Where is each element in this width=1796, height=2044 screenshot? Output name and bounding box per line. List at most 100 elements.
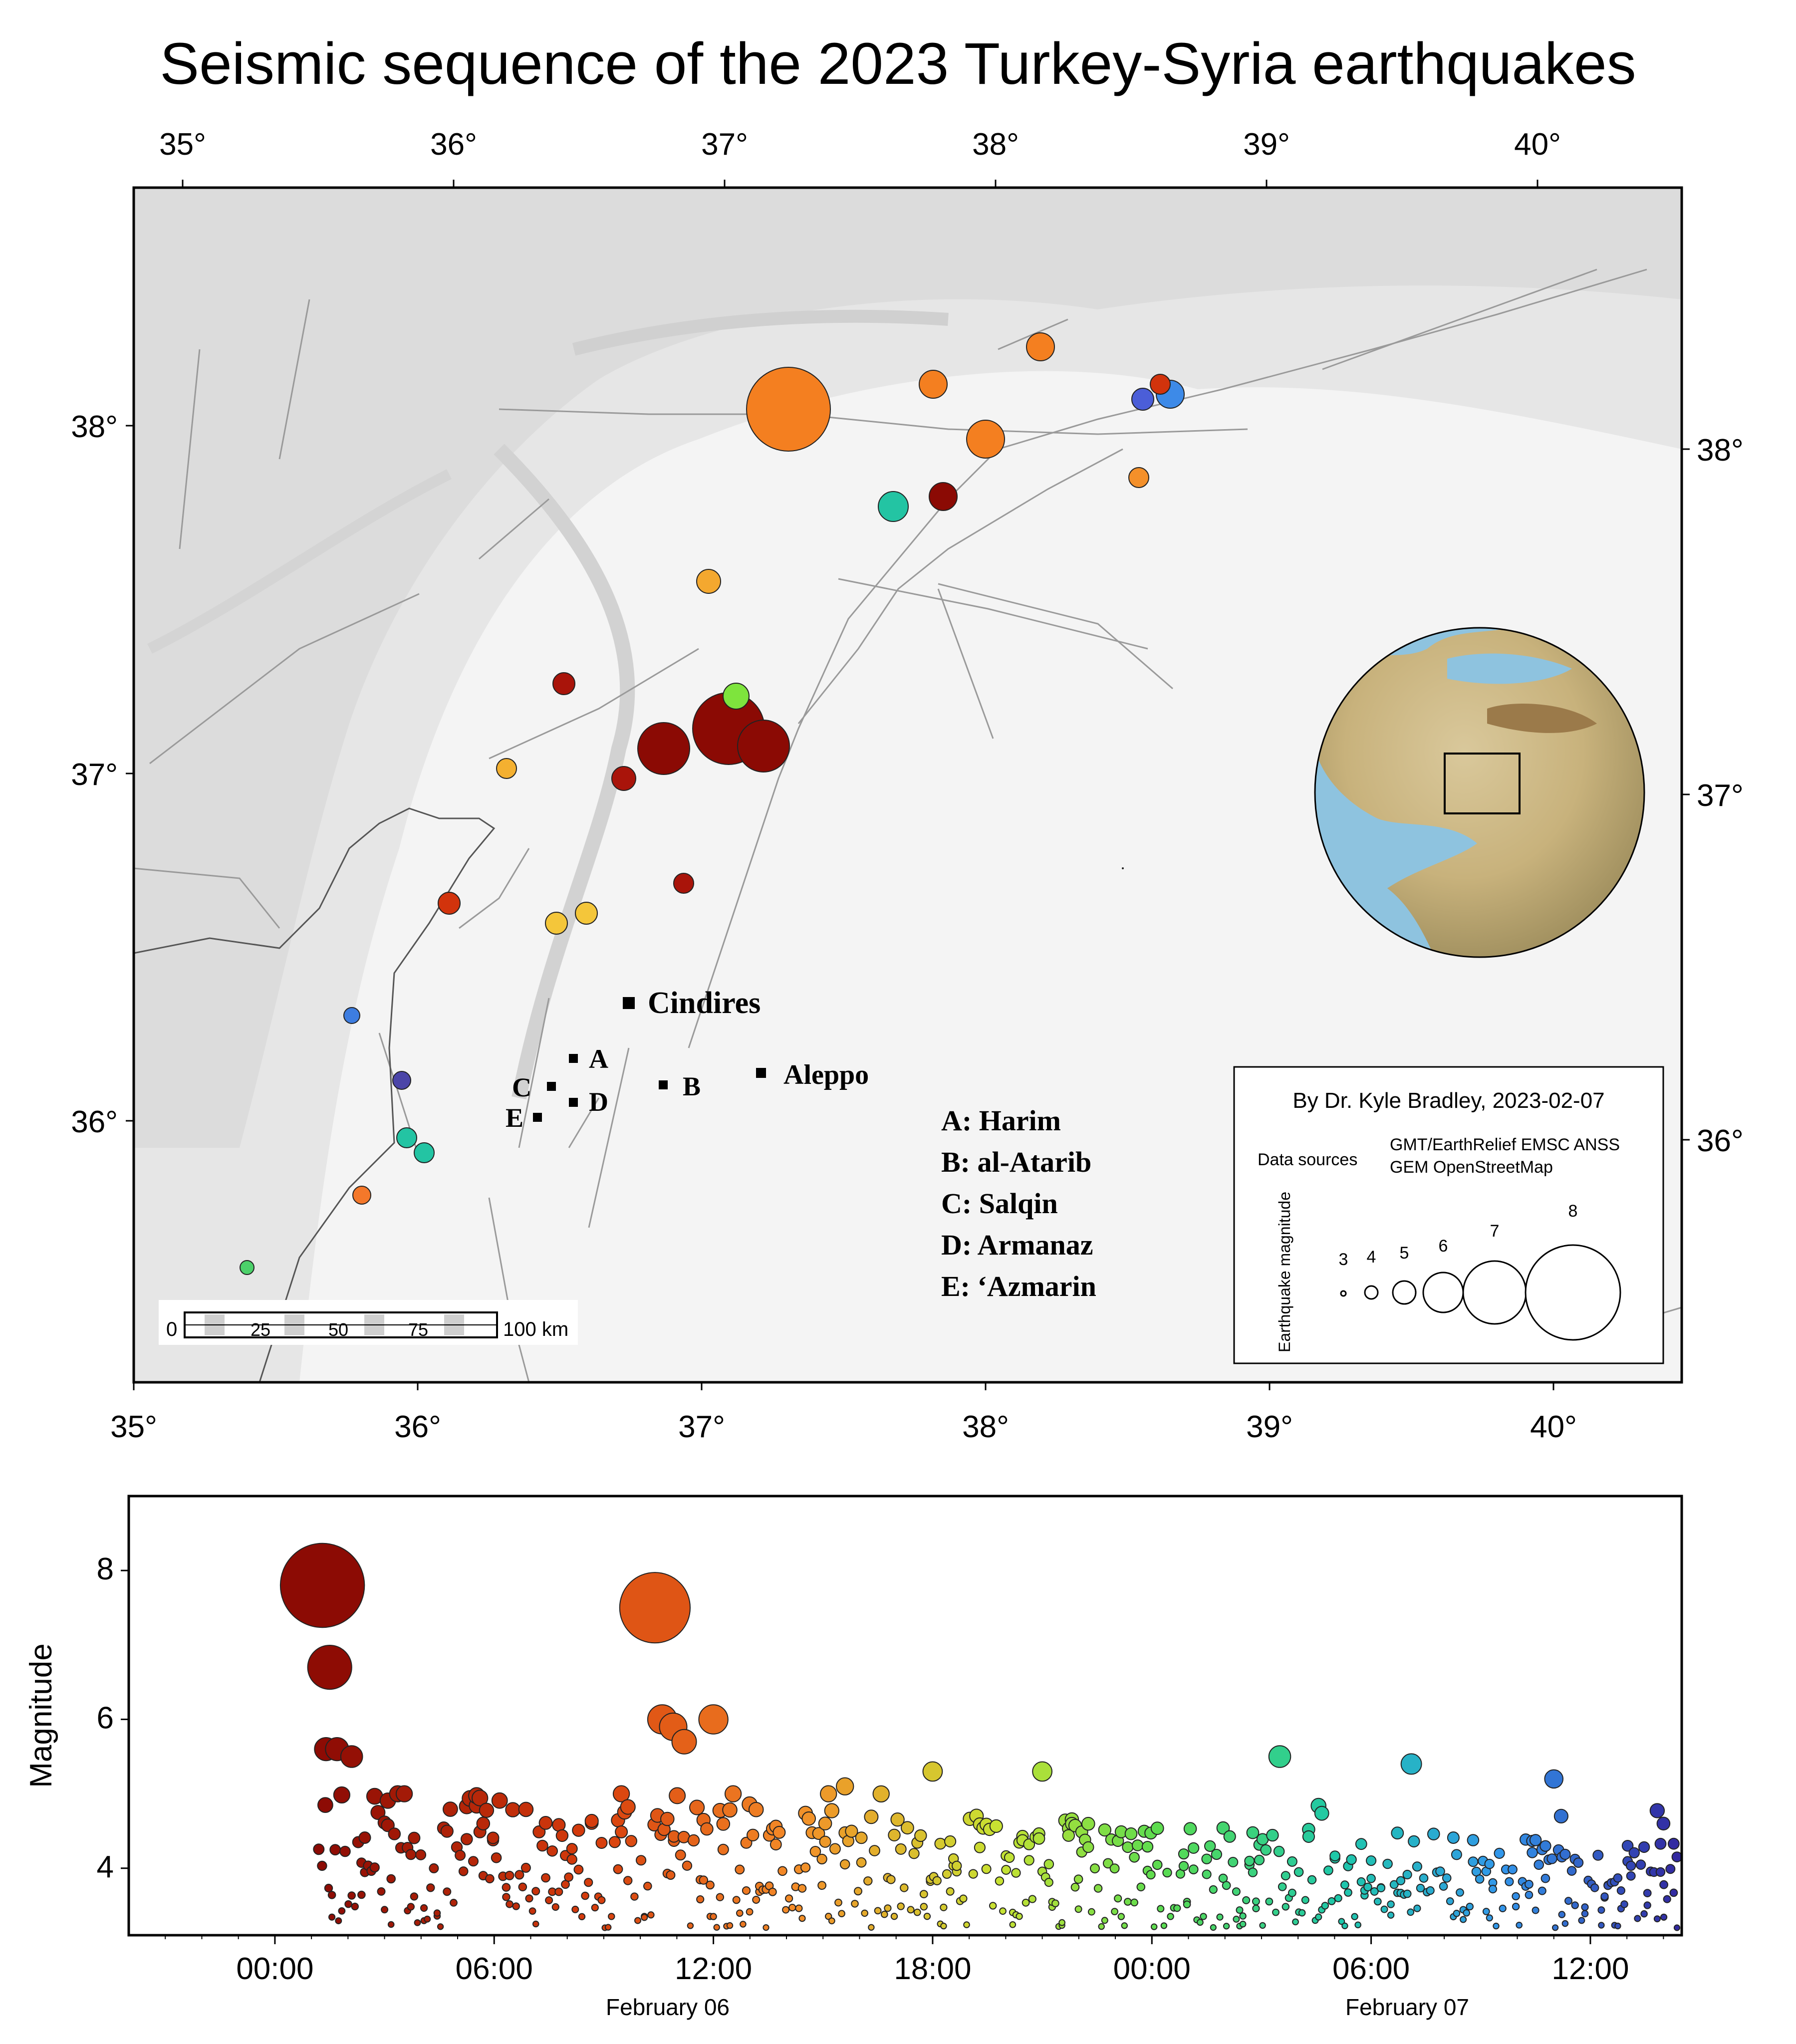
- quake-point: [1614, 1922, 1621, 1930]
- quake-point: [1534, 1859, 1544, 1870]
- lat-right-38: 38°: [1697, 433, 1744, 468]
- plot-points: [279, 1542, 1682, 1931]
- quake-point: [895, 1843, 907, 1855]
- quake-point: [1373, 1897, 1382, 1906]
- quake-point: [1468, 1856, 1479, 1867]
- quake-point: [1239, 1920, 1247, 1928]
- terrain-relief: [134, 188, 1682, 1382]
- quake-point: [1354, 1921, 1361, 1929]
- quake-point: [1081, 1816, 1095, 1831]
- epicenter: [1122, 867, 1124, 869]
- quake-point: [864, 1809, 879, 1824]
- lon-bottom-36: 36°: [394, 1410, 441, 1444]
- legend-mag-3: 3: [1339, 1250, 1348, 1269]
- x-tick-label: 12:00: [1551, 1952, 1629, 1986]
- quake-point: [854, 1887, 862, 1896]
- quake-point: [801, 1811, 816, 1826]
- quake-point: [357, 1890, 366, 1899]
- quake-point: [1043, 1859, 1054, 1869]
- quake-point: [1272, 1908, 1280, 1916]
- quake-point: [1314, 1805, 1329, 1821]
- quake-point: [1600, 1892, 1609, 1901]
- quake-point: [408, 1831, 421, 1844]
- quake-point: [952, 1860, 962, 1871]
- quake-point: [888, 1828, 901, 1842]
- quake-point: [820, 1785, 837, 1802]
- x-tick-label: 18:00: [894, 1952, 971, 1986]
- y-tick-label: 8: [97, 1552, 114, 1586]
- quake-point: [1282, 1903, 1290, 1911]
- quake-point: [942, 1869, 952, 1879]
- quake-point: [1024, 1855, 1034, 1866]
- key-line-d: D: Armanaz: [941, 1229, 1093, 1261]
- quake-point: [696, 1895, 705, 1904]
- quake-point: [809, 1846, 821, 1857]
- quake-point: [1366, 1874, 1376, 1883]
- map-legend: By Dr. Kyle Bradley, 2023-02-07 Data sou…: [1233, 1066, 1664, 1364]
- quake-point: [747, 1828, 760, 1842]
- quake-point: [1315, 1913, 1322, 1921]
- quake-point: [1183, 1900, 1191, 1909]
- quake-point: [981, 1864, 992, 1874]
- quake-point: [1223, 1923, 1230, 1930]
- legend-circle-4: [1364, 1285, 1379, 1300]
- quake-point: [1516, 1922, 1523, 1929]
- city-label-c: C: [512, 1072, 531, 1102]
- quake-point: [1307, 1875, 1317, 1885]
- quake-point: [433, 1909, 441, 1917]
- quake-point: [340, 1745, 363, 1768]
- quake-point: [1626, 1860, 1636, 1871]
- quake-point: [528, 1907, 536, 1915]
- quake-point: [1634, 1915, 1641, 1922]
- quake-point: [1643, 1889, 1652, 1898]
- quake-point: [546, 1845, 558, 1857]
- quake-point: [476, 1816, 491, 1830]
- epicenter: [240, 1260, 255, 1275]
- quake-point: [1413, 1904, 1421, 1912]
- epicenter: [1150, 374, 1171, 395]
- quake-point: [1391, 1826, 1404, 1840]
- quake-point: [1216, 1821, 1230, 1835]
- epicenter: [673, 873, 694, 894]
- quake-point: [1124, 1898, 1132, 1906]
- quake-point: [1590, 1883, 1599, 1892]
- quake-point: [1130, 1898, 1139, 1907]
- epicenter: [723, 683, 750, 710]
- quake-point: [479, 1802, 495, 1818]
- city-label-b: B: [683, 1071, 701, 1101]
- quake-point: [742, 1886, 751, 1895]
- quake-point: [768, 1887, 777, 1896]
- quake-point: [1157, 1905, 1165, 1913]
- legend-magnitude-title: Earthquake magnitude: [1276, 1192, 1293, 1352]
- quake-point: [1525, 1880, 1534, 1889]
- quake-point: [869, 1845, 880, 1856]
- quake-point: [1573, 1857, 1584, 1868]
- legend-credit: By Dr. Kyle Bradley, 2023-02-07: [1292, 1088, 1604, 1113]
- quake-point: [554, 1887, 563, 1896]
- quake-point: [1028, 1895, 1036, 1903]
- epicenter: [929, 482, 958, 511]
- quake-point: [538, 1816, 553, 1830]
- quake-point: [328, 1913, 336, 1921]
- quake-point: [531, 1887, 540, 1896]
- quake-point: [561, 1880, 570, 1889]
- epicenter: [552, 672, 575, 695]
- quake-point: [1544, 1769, 1563, 1789]
- quake-point: [566, 1854, 577, 1865]
- quake-point: [722, 1802, 738, 1818]
- quake-point: [351, 1902, 359, 1911]
- quake-point: [1355, 1838, 1367, 1850]
- quake-point: [620, 1799, 636, 1815]
- city-marker-cindires: [623, 997, 635, 1009]
- quake-point: [512, 1902, 520, 1910]
- quake-point: [1210, 1924, 1217, 1931]
- quake-point: [1301, 1896, 1309, 1904]
- quake-point: [532, 1825, 546, 1838]
- quake-point: [798, 1915, 806, 1922]
- quake-point: [716, 1893, 725, 1901]
- quake-point: [748, 1801, 764, 1817]
- quake-point: [573, 1864, 584, 1875]
- quake-point: [581, 1891, 589, 1900]
- quake-point: [1252, 1904, 1260, 1912]
- scale-label-0: 0: [166, 1318, 177, 1340]
